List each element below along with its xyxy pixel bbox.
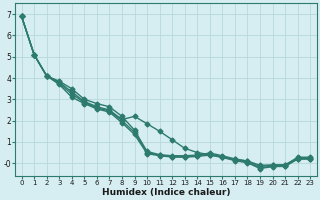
X-axis label: Humidex (Indice chaleur): Humidex (Indice chaleur) — [102, 188, 230, 197]
